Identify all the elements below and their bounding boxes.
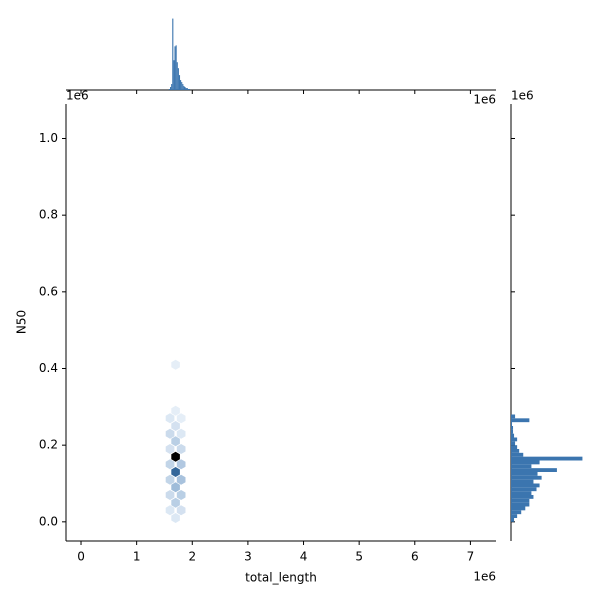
hex xyxy=(171,405,180,416)
right-hist-bar xyxy=(511,426,514,430)
top-hist-bar xyxy=(175,45,177,90)
x-tick-label: 5 xyxy=(355,550,363,564)
right-hist-bar xyxy=(511,418,530,423)
hex xyxy=(165,428,175,439)
hex xyxy=(171,467,180,477)
hex xyxy=(165,459,175,470)
hex xyxy=(165,413,175,424)
y-offset: 1e6 xyxy=(66,89,89,103)
top-hist-bar xyxy=(170,87,172,90)
right-hist-bar xyxy=(511,472,538,476)
x-tick-label: 6 xyxy=(411,550,419,564)
hex xyxy=(171,497,180,508)
top-hist-bar xyxy=(174,46,176,90)
right-hist-bar xyxy=(511,437,518,442)
right-hist-bar xyxy=(511,468,557,472)
y-tick-label: 0.6 xyxy=(39,284,58,298)
right-hist-bar xyxy=(511,414,516,419)
right-hist-bar xyxy=(511,483,540,488)
right-offset: 1e6 xyxy=(511,89,534,103)
right-hist-bar xyxy=(511,475,542,480)
right-hist-bar xyxy=(511,487,537,492)
top-hist-bar xyxy=(183,86,185,90)
top-hist-bar xyxy=(181,82,183,90)
right-hist-bar xyxy=(511,429,514,434)
x-tick-label: 3 xyxy=(244,550,252,564)
hex xyxy=(176,490,186,500)
y-tick-label: 0.8 xyxy=(39,208,58,222)
hex xyxy=(176,428,186,439)
y-tick-label: 0.2 xyxy=(39,438,58,452)
right-hist-bar xyxy=(511,464,532,469)
right-hist-bar xyxy=(511,441,516,446)
hex xyxy=(165,490,175,500)
top-hist-bar xyxy=(182,84,184,90)
top-hist-bar xyxy=(184,87,186,90)
top-hist-bar xyxy=(176,62,178,90)
right-hist-bar xyxy=(511,510,522,515)
hex xyxy=(171,359,180,370)
right-hist-bar xyxy=(511,456,583,461)
top-hist-bar xyxy=(185,88,187,90)
right-hist-bar xyxy=(511,495,534,499)
x-tick-label: 0 xyxy=(77,550,85,564)
hex xyxy=(171,421,180,431)
right-hist-bar xyxy=(511,449,520,453)
top-hist-bar xyxy=(180,80,182,90)
top-hist-bar xyxy=(186,88,188,90)
y-axis-label: N50 xyxy=(15,310,29,334)
right-hist-bar xyxy=(511,502,530,507)
top-hist-bar xyxy=(173,60,175,90)
right-hist-bar xyxy=(511,491,532,495)
x-offset: 1e6 xyxy=(473,570,496,584)
hex xyxy=(176,444,186,454)
top-hist-bar xyxy=(172,18,174,91)
right-hist-bar xyxy=(511,433,515,438)
right-hist-bar xyxy=(511,445,518,449)
right-hist-bar xyxy=(511,460,540,465)
top-hist-bar xyxy=(178,75,181,90)
right-hist-bar xyxy=(511,479,534,484)
hex xyxy=(176,413,186,424)
top-hist-bar xyxy=(177,68,179,90)
hex xyxy=(176,505,186,516)
y-tick-label: 1.0 xyxy=(39,131,58,145)
hex xyxy=(176,474,186,485)
hex xyxy=(176,459,186,470)
top-hist-bar xyxy=(188,89,191,90)
hex xyxy=(171,436,180,447)
right-hist-bar xyxy=(511,422,513,426)
hex xyxy=(165,505,175,516)
x-tick-label: 4 xyxy=(300,550,308,564)
x-tick-label: 1 xyxy=(133,550,141,564)
right-hist-bar xyxy=(511,506,526,511)
y-tick-label: 0.0 xyxy=(39,514,58,528)
x-axis-label: total_length xyxy=(245,571,317,585)
top-offset: 1e6 xyxy=(473,93,496,107)
right-hist-bar xyxy=(511,518,515,522)
right-hist-bar xyxy=(511,498,530,503)
hex xyxy=(171,513,180,523)
x-tick-label: 7 xyxy=(467,550,475,564)
top-hist-bar xyxy=(171,84,173,90)
top-hist-bar xyxy=(168,89,171,90)
right-hist-bar xyxy=(511,514,518,518)
hex xyxy=(171,482,180,493)
x-tick-label: 2 xyxy=(188,550,196,564)
hex xyxy=(165,444,175,454)
hex xyxy=(165,474,175,485)
y-tick-label: 0.4 xyxy=(39,361,58,375)
hex xyxy=(171,451,180,462)
right-hist-bar xyxy=(511,452,524,457)
top-hist-bar xyxy=(187,89,189,90)
